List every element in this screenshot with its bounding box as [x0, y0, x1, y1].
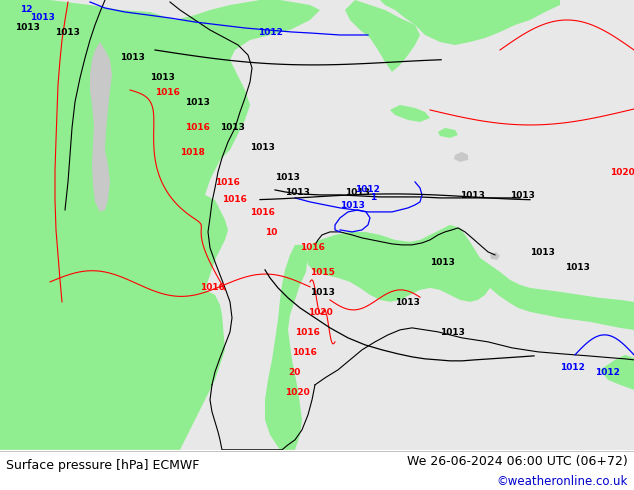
Text: 1012: 1012 [258, 28, 283, 37]
Text: 1013: 1013 [30, 13, 55, 22]
Polygon shape [600, 355, 634, 390]
Text: 1016: 1016 [155, 88, 180, 97]
Text: 1013: 1013 [285, 188, 310, 197]
Polygon shape [0, 0, 320, 450]
Text: 1013: 1013 [185, 98, 210, 107]
Text: We 26-06-2024 06:00 UTC (06+72): We 26-06-2024 06:00 UTC (06+72) [407, 455, 628, 468]
Text: 1013: 1013 [340, 201, 365, 210]
Text: 20: 20 [288, 368, 301, 377]
Text: 1013: 1013 [530, 248, 555, 257]
Text: ©weatheronline.co.uk: ©weatheronline.co.uk [496, 475, 628, 489]
Polygon shape [480, 258, 634, 330]
Text: 1013: 1013 [55, 28, 80, 37]
Polygon shape [306, 225, 492, 302]
Text: 1016: 1016 [300, 243, 325, 252]
Text: 10: 10 [265, 228, 278, 237]
Text: 1013: 1013 [510, 191, 535, 200]
Text: 1020: 1020 [285, 388, 310, 397]
Text: 1016: 1016 [222, 195, 247, 204]
Text: 1013: 1013 [150, 73, 175, 82]
Text: 1013: 1013 [15, 23, 40, 32]
Text: 12: 12 [20, 5, 32, 14]
Text: 1012: 1012 [355, 185, 380, 194]
Polygon shape [90, 42, 112, 212]
Text: 1015: 1015 [310, 268, 335, 277]
Polygon shape [265, 245, 308, 450]
Text: 1016: 1016 [295, 328, 320, 337]
Polygon shape [490, 252, 500, 260]
Text: 1016: 1016 [200, 283, 225, 292]
Polygon shape [345, 0, 420, 72]
Text: 1018: 1018 [180, 148, 205, 157]
Text: 1020: 1020 [308, 308, 333, 317]
Polygon shape [390, 105, 430, 122]
Text: 1016: 1016 [215, 178, 240, 187]
Text: 1013: 1013 [565, 263, 590, 272]
Text: 1013: 1013 [395, 298, 420, 307]
Text: 1013: 1013 [220, 123, 245, 132]
Polygon shape [454, 152, 468, 162]
Text: 1013: 1013 [440, 328, 465, 337]
Text: 1020: 1020 [610, 168, 634, 177]
Text: 1013: 1013 [275, 173, 300, 182]
Text: 1016: 1016 [185, 123, 210, 132]
Text: 1016: 1016 [292, 348, 317, 357]
Text: 1013: 1013 [310, 288, 335, 297]
Text: 1013: 1013 [250, 143, 275, 152]
Text: 1012: 1012 [595, 368, 620, 377]
Text: 1: 1 [370, 193, 376, 202]
Text: 1016: 1016 [250, 208, 275, 217]
Polygon shape [438, 128, 458, 138]
Text: 1013: 1013 [460, 191, 485, 200]
Text: 1012: 1012 [560, 363, 585, 372]
Text: Surface pressure [hPa] ECMWF: Surface pressure [hPa] ECMWF [6, 459, 200, 471]
Text: 1013: 1013 [345, 188, 370, 197]
Polygon shape [380, 0, 560, 45]
Text: 1013: 1013 [120, 53, 145, 62]
Text: 1013: 1013 [430, 258, 455, 267]
